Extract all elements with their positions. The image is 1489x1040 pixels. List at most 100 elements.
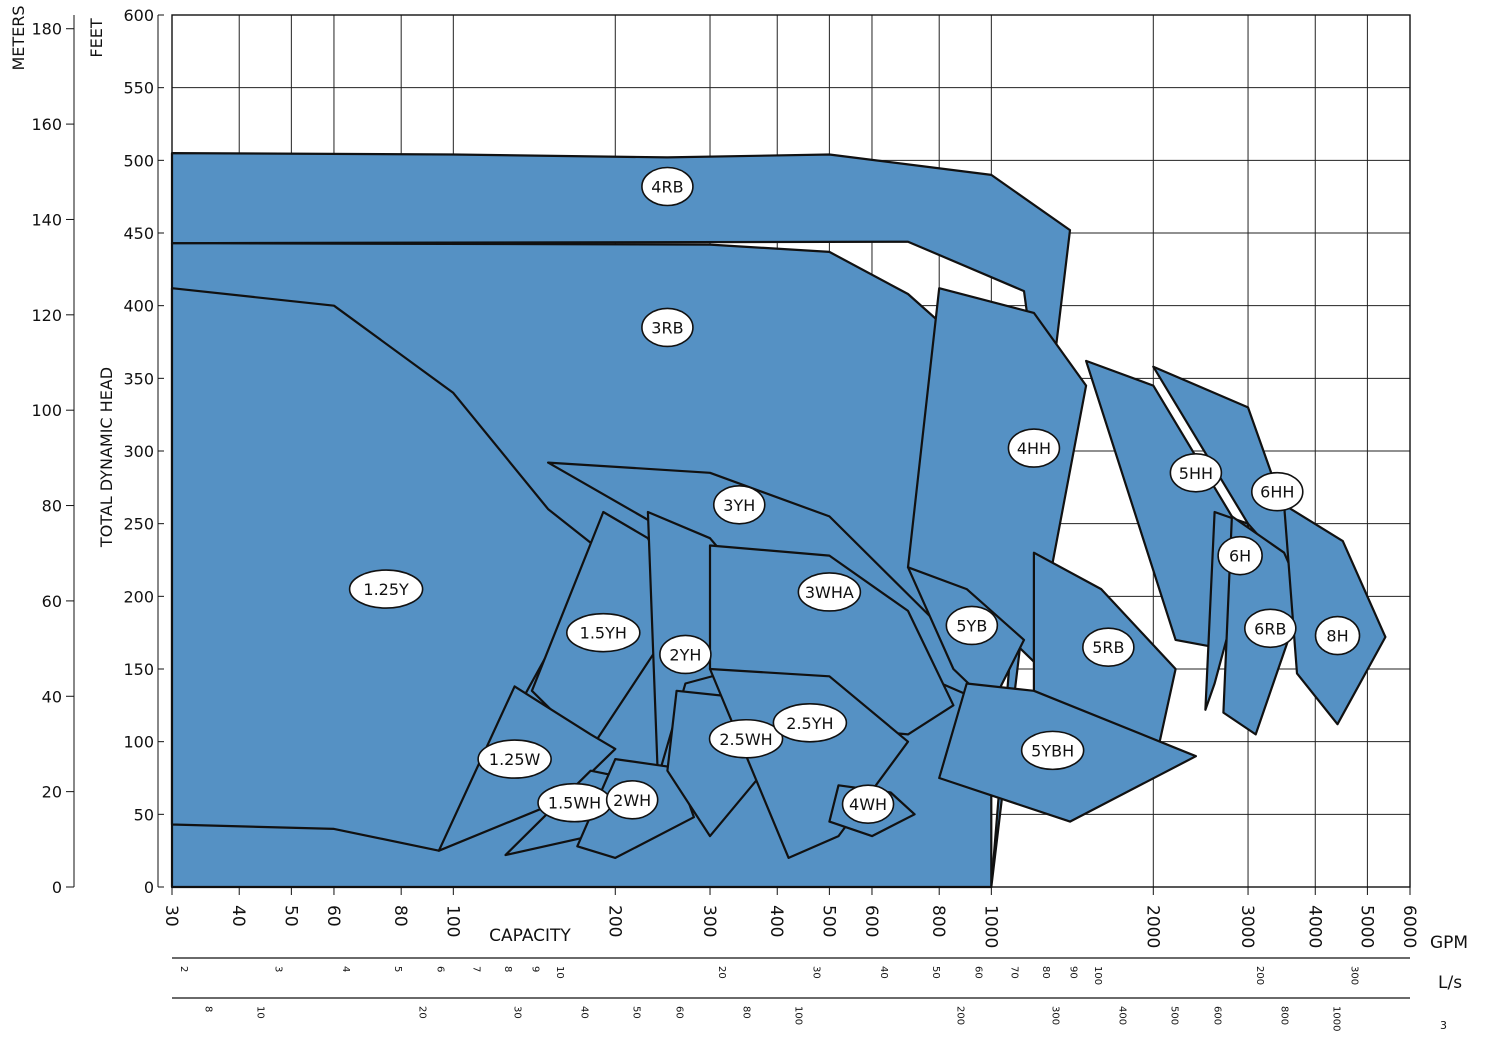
gpm-tick-label: 600 bbox=[861, 905, 881, 937]
gpm-tick-label: 500 bbox=[818, 905, 838, 937]
region-label-text: 1.5YH bbox=[580, 624, 627, 643]
region-label-oval bbox=[1007, 428, 1061, 468]
feet-tick-label: 400 bbox=[123, 297, 154, 316]
region-label-oval bbox=[1250, 471, 1304, 512]
ls-tick-label: 20 bbox=[716, 966, 727, 979]
y-axis-title: TOTAL DYNAMIC HEAD bbox=[97, 367, 116, 548]
gpm-tick-label: 800 bbox=[928, 905, 948, 937]
region-label-oval bbox=[841, 784, 895, 824]
ls-tick-label: 300 bbox=[1349, 966, 1360, 985]
region-label-text: 6HH bbox=[1260, 483, 1294, 502]
region-label-oval bbox=[565, 612, 641, 653]
region-label-text: 5YBH bbox=[1031, 741, 1074, 760]
region-label-text: 6RB bbox=[1254, 619, 1286, 638]
m3h-tick-label: 200 bbox=[955, 1006, 966, 1025]
region-label-text: 5HH bbox=[1179, 464, 1213, 483]
region-label-text: 3RB bbox=[651, 318, 683, 337]
region-label-text: 3WHA bbox=[805, 583, 854, 602]
region-label-text: 8H bbox=[1326, 627, 1348, 646]
feet-tick-label: 550 bbox=[123, 79, 154, 98]
feet-tick-label: 100 bbox=[123, 733, 154, 752]
m3h-tick-label: 400 bbox=[1117, 1006, 1128, 1025]
region-label-text: 6H bbox=[1229, 547, 1251, 566]
m3h-tick-label: 800 bbox=[1279, 1006, 1290, 1025]
region-label-oval bbox=[641, 307, 694, 348]
gpm-tick-label: 80 bbox=[390, 905, 410, 927]
ls-tick-label: 4 bbox=[340, 966, 351, 972]
pump-regions bbox=[170, 152, 1387, 889]
feet-tick-label: 350 bbox=[123, 369, 154, 388]
meters-tick-label: 180 bbox=[31, 20, 62, 39]
ls-tick-label: 60 bbox=[973, 966, 984, 979]
gpm-tick-label: 50 bbox=[280, 905, 300, 927]
ls-tick-label: 8 bbox=[502, 966, 513, 972]
m3h-tick-label: 60 bbox=[673, 1006, 684, 1019]
gpm-tick-label: 100 bbox=[442, 905, 462, 937]
ls-tick-label: 10 bbox=[554, 966, 565, 979]
plot-frame bbox=[171, 14, 1411, 888]
region-label-text: 2.5YH bbox=[786, 714, 833, 733]
m3h-tick-label: 50 bbox=[631, 1006, 642, 1019]
region-label-text: 1.5WH bbox=[548, 794, 601, 813]
meters-tick-label: 160 bbox=[31, 115, 62, 134]
ls-tick-label: 9 bbox=[529, 966, 540, 972]
region-label-oval bbox=[797, 572, 862, 612]
gpm-unit-label: GPM bbox=[1430, 933, 1468, 953]
ls-tick-label: 6 bbox=[435, 966, 446, 972]
gpm-tick-label: 40 bbox=[228, 905, 248, 927]
feet-tick-label: 450 bbox=[123, 224, 154, 243]
region-label-oval bbox=[1169, 452, 1223, 493]
region-label-oval bbox=[1244, 608, 1297, 649]
region-label-text: 5YB bbox=[956, 616, 987, 635]
feet-tick-label: 0 bbox=[144, 878, 154, 897]
region-label-oval bbox=[348, 569, 424, 609]
region-label-text: 1.25W bbox=[489, 750, 541, 769]
ls-tick-label: 100 bbox=[1092, 966, 1103, 985]
ls-unit-label: L/s bbox=[1438, 973, 1462, 993]
region-label-oval bbox=[945, 605, 999, 646]
region-label-oval bbox=[1217, 535, 1263, 576]
feet-tick-label: 50 bbox=[134, 805, 154, 824]
meters-tick-label: 0 bbox=[52, 878, 62, 897]
feet-tick-label: 250 bbox=[123, 515, 154, 534]
region-label-text: 5RB bbox=[1092, 638, 1124, 657]
m3h-tick-label: 600 bbox=[1211, 1006, 1222, 1025]
region-label-oval bbox=[1020, 730, 1085, 771]
gpm-tick-label: 2000 bbox=[1142, 905, 1162, 948]
gpm-tick-label: 1000 bbox=[980, 905, 1000, 948]
m3h-tick-label: 30 bbox=[511, 1006, 522, 1019]
meters-tick-label: 100 bbox=[31, 401, 62, 420]
m3h-tick-label: 8 bbox=[203, 1006, 214, 1012]
m3h-tick-label: 1000 bbox=[1331, 1006, 1342, 1031]
ls-tick-label: 2 bbox=[178, 966, 189, 972]
region-label-oval bbox=[1082, 627, 1135, 668]
region-label-text: 3YH bbox=[723, 496, 755, 515]
meters-tick-label: 120 bbox=[31, 306, 62, 325]
m3h-tick-label: 20 bbox=[417, 1006, 428, 1019]
gpm-tick-label: 5000 bbox=[1356, 905, 1376, 948]
gpm-tick-label: 200 bbox=[604, 905, 624, 937]
region-label-oval bbox=[641, 166, 694, 207]
region-label-text: 2YH bbox=[669, 645, 701, 664]
region-label-text: 1.25Y bbox=[363, 580, 409, 599]
meters-tick-label: 140 bbox=[31, 210, 62, 229]
ls-tick-label: 90 bbox=[1067, 966, 1078, 979]
x-axis-title: CAPACITY bbox=[489, 926, 571, 946]
gpm-tick-label: 3000 bbox=[1237, 905, 1257, 948]
region-label-oval bbox=[708, 718, 784, 759]
meters-tick-label: 60 bbox=[42, 592, 62, 611]
m3h-tick-label: 10 bbox=[255, 1006, 266, 1019]
m3h-tick-label: 40 bbox=[579, 1006, 590, 1019]
gpm-tick-label: 30 bbox=[161, 905, 181, 927]
region-label-oval bbox=[712, 484, 766, 525]
region-label-oval bbox=[605, 779, 659, 820]
m3h-tick-label: 80 bbox=[741, 1006, 752, 1019]
feet-unit-label: FEET bbox=[87, 18, 106, 57]
ls-tick-label: 50 bbox=[930, 966, 941, 979]
region-label-text: 2.5WH bbox=[719, 730, 772, 749]
region-label-text: 4WH bbox=[849, 795, 887, 814]
gpm-tick-label: 4000 bbox=[1304, 905, 1324, 948]
m3h-tick-label: 300 bbox=[1049, 1006, 1060, 1025]
feet-tick-label: 300 bbox=[123, 442, 154, 461]
ls-tick-label: 80 bbox=[1040, 966, 1051, 979]
